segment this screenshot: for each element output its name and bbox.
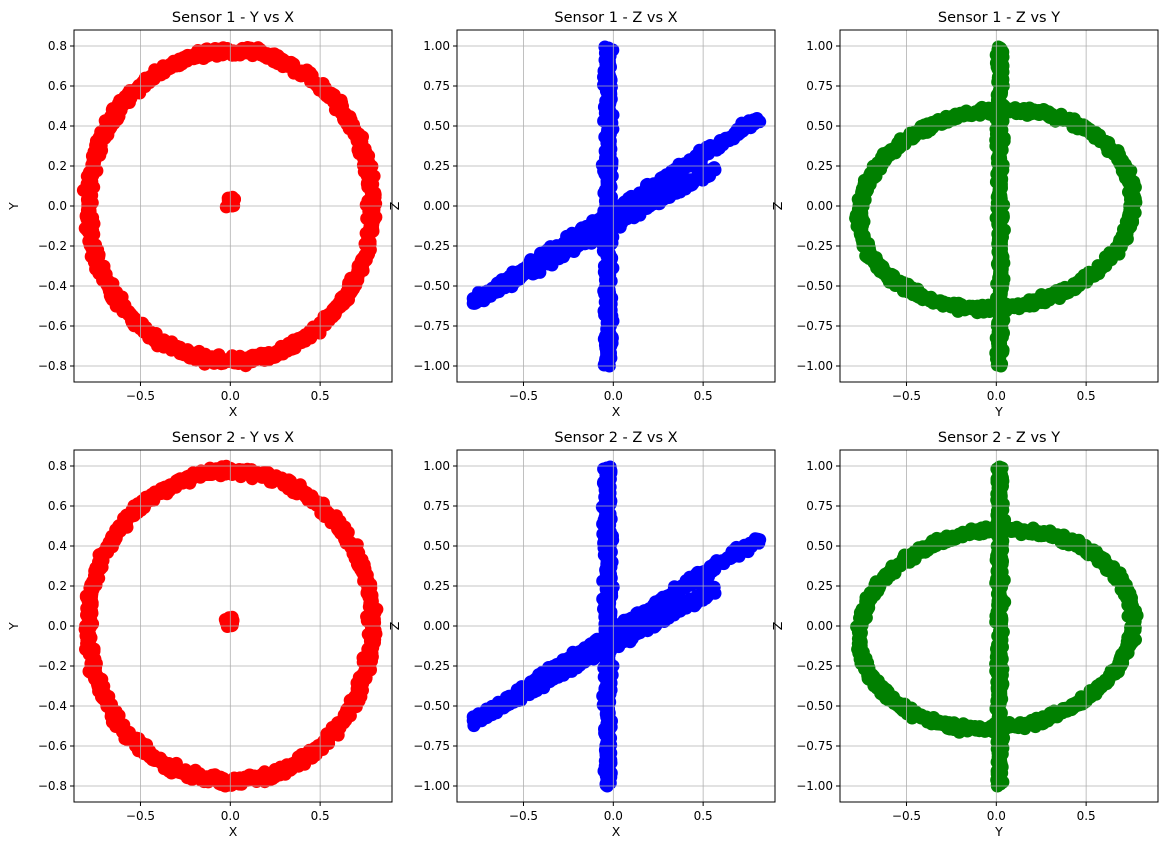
x-axis-label: X (229, 404, 238, 419)
x-tick-label: −0.5 (509, 389, 538, 403)
y-tick-label: −0.4 (38, 699, 67, 713)
grid (457, 30, 775, 382)
x-tick-label: 0.5 (311, 809, 330, 823)
y-tick-label: −0.4 (38, 279, 67, 293)
y-tick-label: 1.00 (423, 39, 450, 53)
x-tick-label: 0.5 (694, 389, 713, 403)
x-axis-label: X (229, 824, 238, 839)
x-tick-label: 0.0 (604, 389, 623, 403)
scatter-points (466, 40, 767, 373)
diagonal-band-point (753, 115, 767, 129)
y-tick-label: 0.8 (48, 459, 67, 473)
y-tick-label: −0.8 (38, 779, 67, 793)
y-tick-label: −0.25 (413, 239, 450, 253)
vertical-band-point (991, 40, 1005, 54)
y-tick-label: 0.00 (806, 199, 833, 213)
y-tick-label: 0.50 (806, 119, 833, 133)
y-tick-label: −0.50 (413, 279, 450, 293)
y-tick-label: −0.2 (38, 659, 67, 673)
subplot-3: −0.5 0.0 0.5 −1.00 −0.75 −0.50 −0.25 0.00 0.25 0.… (770, 10, 1159, 419)
x-tick-label: 0.5 (311, 389, 330, 403)
vertical-band-point (598, 40, 612, 54)
y-tick-label: 0.2 (48, 159, 67, 173)
y-tick-label: 0.75 (806, 79, 833, 93)
subplot-title: Sensor 2 - Y vs X (172, 430, 294, 446)
y-tick-label: −0.6 (38, 319, 67, 333)
ellipse-point (1124, 193, 1137, 206)
x-tick-label: 0.0 (987, 389, 1006, 403)
grid (840, 30, 1158, 382)
y-tick-label: 0.4 (48, 539, 67, 553)
y-tick-label: 0.6 (48, 79, 67, 93)
x-tick-label: −0.5 (126, 809, 155, 823)
y-tick-label: −0.8 (38, 359, 67, 373)
vertical-band-point (603, 460, 617, 474)
center-point (225, 197, 239, 211)
grid (74, 450, 392, 802)
subplot-title: Sensor 1 - Z vs X (554, 10, 677, 26)
y-tick-label: −1.00 (413, 359, 450, 373)
y-tick-label: 0.00 (423, 199, 450, 213)
y-tick-label: 0.25 (423, 159, 450, 173)
y-axis-label: Y (6, 202, 21, 211)
y-tick-label: 0.8 (48, 39, 67, 53)
y-axis-label: Z (387, 202, 402, 211)
y-tick-label: −0.2 (38, 239, 67, 253)
y-tick-label: 0.2 (48, 579, 67, 593)
y-tick-label: −0.6 (38, 739, 67, 753)
x-axis-label: Y (994, 404, 1003, 419)
subplot-1: −0.5 0.0 0.5 −0.8 −0.6 −0.4 −0.2 0.0 0.2 0.4 0.6 0.… (6, 10, 393, 419)
y-tick-label: 1.00 (806, 39, 833, 53)
y-axis-label: Y (6, 622, 21, 631)
y-tick-label: 0.75 (423, 79, 450, 93)
y-tick-label: 0.6 (48, 499, 67, 513)
subplot-4: −0.5 0.0 0.5 −0.8 −0.6 −0.4 −0.2 0.0 0.2 0.4 0.6 0.… (6, 430, 393, 839)
y-tick-label: −0.50 (796, 279, 833, 293)
diagonal-band-point (708, 163, 722, 177)
y-tick-label: 0.0 (48, 199, 67, 213)
grid (74, 30, 392, 382)
x-tick-label: −0.5 (892, 389, 921, 403)
y-tick-label: 0.50 (423, 119, 450, 133)
x-tick-label: −0.5 (126, 389, 155, 403)
ring-point (365, 200, 379, 214)
y-tick-label: −0.75 (796, 319, 833, 333)
x-tick-label: 0.5 (1077, 389, 1096, 403)
x-tick-label: 0.0 (221, 389, 240, 403)
y-tick-label: −0.25 (796, 239, 833, 253)
y-tick-label: −0.75 (413, 319, 450, 333)
subplot-5: −0.5 0.0 0.5−1.00−0.75−0.50−0.250.000.250.… (387, 430, 776, 839)
y-tick-label: 0.0 (48, 619, 67, 633)
y-axis-label: Z (770, 202, 785, 211)
center-point (219, 615, 233, 629)
x-tick-label: 0.0 (221, 809, 240, 823)
y-tick-label: 0.4 (48, 119, 67, 133)
y-tick-label: −1.00 (796, 359, 833, 373)
subplot-title: Sensor 1 - Y vs X (172, 10, 294, 26)
scatter-points (849, 40, 1143, 373)
x-axis-label: X (612, 404, 621, 419)
scatter-points (78, 459, 384, 793)
scatter-points (76, 41, 383, 373)
y-tick-label: 0.25 (806, 159, 833, 173)
subplot-2: −0.5 0.0 0.5 −1.00 −0.75 −0.50 −0.25 0.00 0.25 0.… (387, 10, 776, 419)
ring-point (366, 620, 380, 634)
subplot-title: Sensor 1 - Z vs Y (938, 10, 1060, 26)
diagonal-band-point (753, 533, 767, 547)
scatter-points (466, 460, 767, 793)
